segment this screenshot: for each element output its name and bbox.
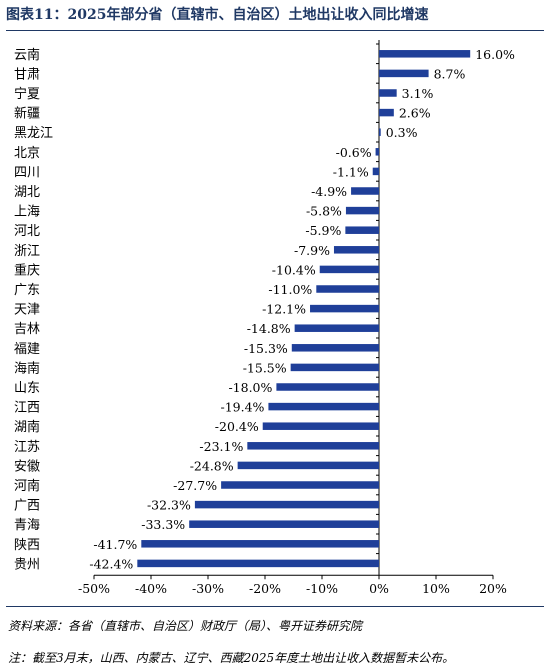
data-label: -41.7% [93, 537, 137, 552]
data-label: 3.1% [402, 86, 434, 101]
bar [379, 128, 381, 136]
bar [310, 304, 379, 313]
category-label: 福建 [14, 342, 40, 357]
category-label: 吉林 [14, 322, 40, 337]
data-label: 16.0% [475, 47, 515, 62]
bar [319, 265, 379, 274]
bar [137, 559, 379, 568]
category-label: 浙江 [14, 244, 40, 259]
x-tick-label: -50% [78, 581, 110, 596]
category-label: 上海 [14, 205, 40, 220]
category-label: 天津 [14, 303, 40, 318]
category-label: 海南 [14, 360, 40, 376]
data-label: -27.7% [173, 478, 217, 493]
data-label: -20.4% [215, 419, 259, 434]
category-label: 四川 [14, 165, 40, 180]
x-tick-label: 20% [479, 581, 507, 596]
category-label: 黑龙江 [14, 126, 53, 141]
category-label: 山东 [14, 381, 40, 396]
category-label: 江苏 [14, 439, 40, 455]
bar [379, 69, 429, 78]
category-label: 贵州 [14, 557, 40, 572]
category-label: 湖北 [14, 185, 40, 200]
x-tick-label: 10% [422, 581, 450, 596]
data-label: 8.7% [434, 66, 466, 81]
category-label: 青海 [14, 518, 40, 533]
footer-rule [6, 606, 544, 607]
bar [194, 500, 379, 509]
category-label: 云南 [14, 47, 40, 63]
title-rule [6, 30, 544, 31]
data-label: -14.8% [247, 321, 291, 336]
bar [333, 246, 379, 254]
data-label: -5.8% [306, 204, 342, 219]
x-tick-label: 0% [369, 581, 389, 596]
bar [141, 540, 379, 548]
data-label: -7.9% [294, 243, 330, 258]
data-label: -4.9% [311, 184, 347, 199]
data-label: -18.0% [228, 380, 272, 395]
x-tick-label: -10% [306, 581, 338, 596]
bar [276, 383, 379, 391]
data-label: -32.3% [147, 498, 191, 513]
x-tick-label: -20% [249, 581, 281, 596]
source-note: 资料来源：各省（直辖市、自治区）财政厅（局）、粤开证券研究院 [8, 619, 363, 633]
data-label: -23.1% [199, 439, 243, 454]
x-tick-label: -30% [192, 581, 224, 596]
category-label: 广西 [14, 499, 40, 514]
category-label: 甘肃 [14, 67, 40, 82]
bar [375, 148, 379, 156]
category-label: 河北 [14, 224, 40, 239]
data-label: -0.6% [336, 145, 372, 160]
bar [345, 226, 379, 234]
data-label: 0.3% [386, 125, 418, 140]
category-label: 湖南 [14, 419, 40, 435]
category-label: 广东 [14, 283, 40, 298]
bar [379, 89, 397, 97]
bar [379, 50, 471, 58]
category-label: 重庆 [14, 262, 40, 278]
category-label: 宁夏 [14, 86, 40, 102]
footnote: 注：截至3月末，山西、内蒙古、辽宁、西藏2025年度土地出让收入数据暂未公布。 [8, 651, 455, 665]
bar [268, 402, 379, 411]
bar [262, 422, 379, 430]
data-label: -33.3% [141, 517, 185, 532]
category-label: 北京 [14, 146, 40, 161]
data-label: -1.1% [333, 164, 369, 179]
category-label: 新疆 [14, 106, 40, 122]
bar [294, 324, 379, 332]
bar [247, 442, 379, 450]
bar [290, 363, 379, 372]
bar [221, 481, 379, 489]
category-label: 江西 [14, 401, 40, 416]
data-label: -15.3% [244, 341, 288, 356]
data-label: -10.4% [272, 262, 316, 277]
bar [345, 206, 379, 215]
data-label: -19.4% [220, 400, 264, 415]
bar [316, 285, 379, 293]
bar [351, 187, 379, 195]
data-label: 2.6% [399, 106, 431, 121]
bar [372, 167, 379, 176]
data-label: -5.9% [305, 223, 341, 238]
category-label: 陕西 [14, 538, 40, 553]
x-tick-label: -40% [135, 581, 167, 596]
bar [189, 520, 379, 528]
chart-title: 图表11：2025年部分省（直辖市、自治区）土地出让收入同比增速 [6, 7, 429, 23]
category-label: 河南 [14, 478, 40, 494]
data-label: -12.1% [262, 302, 306, 317]
bar [379, 108, 394, 117]
bar [291, 344, 379, 352]
data-label: -42.4% [89, 556, 133, 571]
data-label: -24.8% [190, 458, 234, 473]
data-label: -15.5% [243, 360, 287, 375]
category-label: 安徽 [14, 459, 40, 474]
bar-chart: 云南 16.0% 甘肃 8.7% 宁夏 3.1% 新疆 2.6% 黑龙江 0.3% 北京 -0.6% 四… [14, 40, 515, 596]
bar [237, 461, 379, 470]
data-label: -11.0% [268, 282, 312, 297]
